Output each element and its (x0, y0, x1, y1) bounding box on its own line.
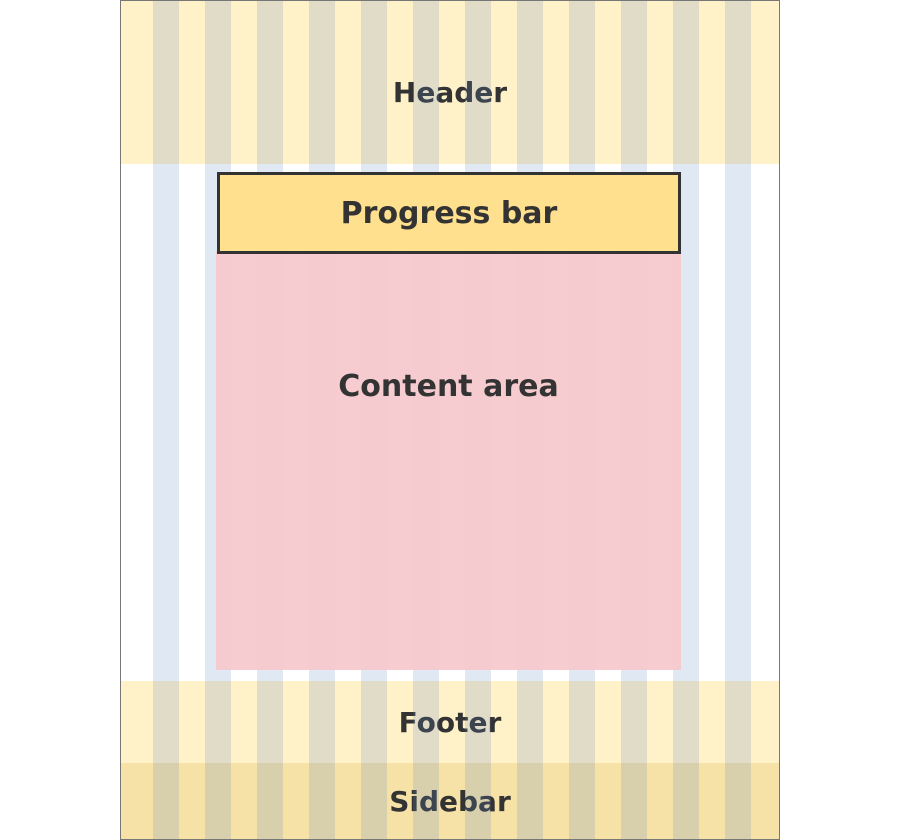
header-region: Header (121, 1, 779, 164)
layout-frame: Header Progress bar Content area Footer … (120, 0, 780, 840)
progress-bar-region: Progress bar (217, 172, 681, 254)
content-area-label: Content area (338, 369, 559, 404)
sidebar-region: Sidebar (121, 763, 779, 839)
sidebar-label: Sidebar (389, 784, 511, 818)
header-label: Header (392, 76, 508, 109)
progress-bar-label: Progress bar (340, 195, 558, 231)
footer-region: Footer (121, 681, 779, 763)
footer-label: Footer (398, 705, 502, 739)
content-area-region: Content area (216, 251, 681, 670)
